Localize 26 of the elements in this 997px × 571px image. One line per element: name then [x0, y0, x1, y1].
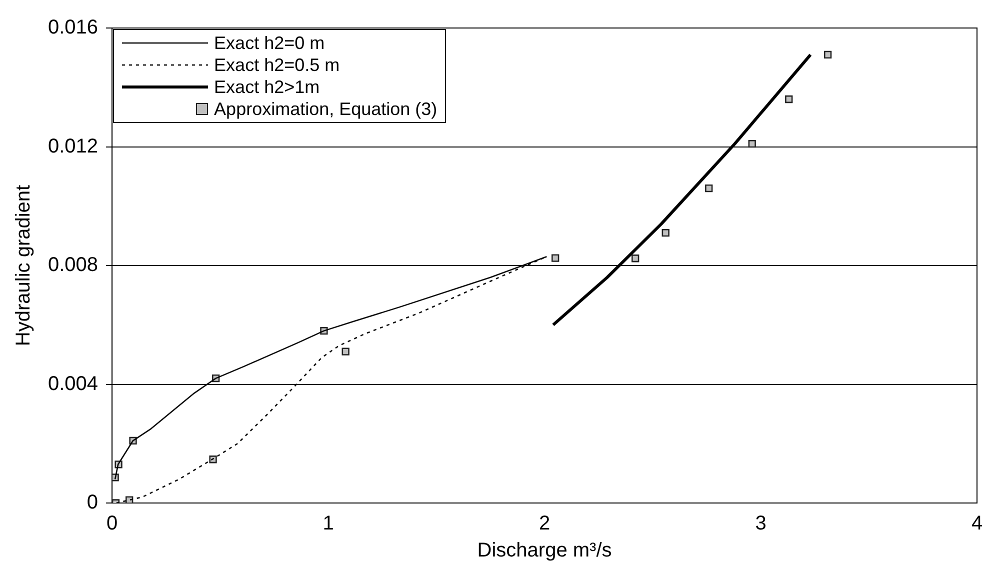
- x-tick-label: 4: [971, 512, 983, 535]
- x-tick-label: 1: [322, 512, 334, 535]
- y-tick-label: 0.004: [48, 372, 98, 395]
- y-tick-label: 0.012: [48, 135, 98, 158]
- y-axis-title: Hydraulic gradient: [12, 184, 35, 346]
- legend-label: Approximation, Equation (3): [214, 98, 438, 120]
- y-tick-label: 0: [86, 492, 98, 514]
- legend-label: Exact h2=0.5 m: [214, 54, 340, 76]
- point: [824, 50, 832, 59]
- legend-label: Exact h2=0 m: [214, 32, 325, 54]
- point: [705, 184, 713, 192]
- x-tick-label: 0: [106, 512, 118, 535]
- point: [126, 496, 134, 503]
- point: [785, 95, 793, 104]
- legend-label: Exact h2>1m: [214, 76, 320, 98]
- point: [662, 229, 670, 237]
- point: [632, 254, 640, 262]
- x-tick-label: 3: [755, 512, 766, 535]
- point: [748, 140, 756, 148]
- point: [552, 254, 560, 262]
- x-tick-label: 2: [538, 512, 550, 535]
- y-tick-label: 0.008: [48, 254, 98, 276]
- x-axis-title: Discharge m³/s: [477, 540, 612, 562]
- point: [209, 456, 217, 464]
- point: [342, 348, 350, 356]
- y-tick-label: 0.016: [48, 16, 98, 39]
